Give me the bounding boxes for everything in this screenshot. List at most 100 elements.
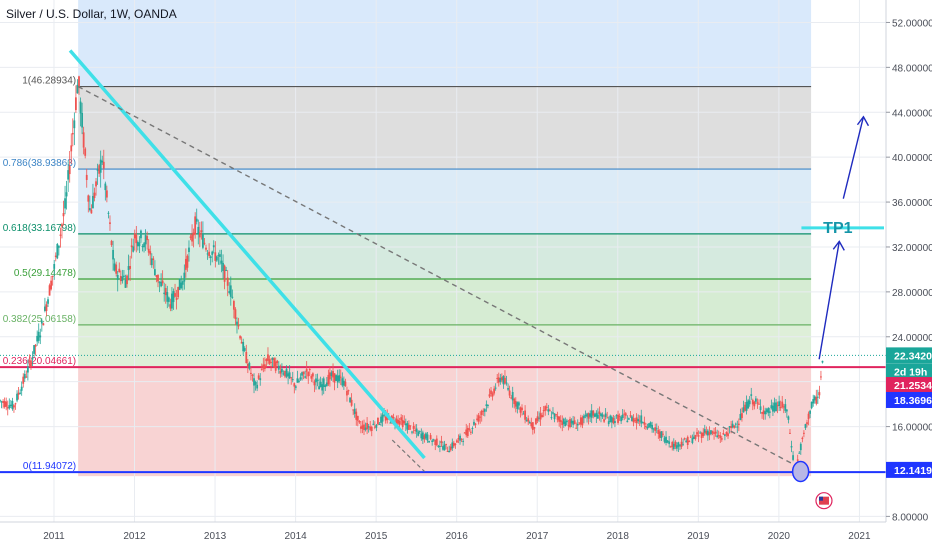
candle-body	[480, 410, 483, 415]
candle-body	[587, 413, 590, 419]
candle-body	[460, 438, 463, 440]
candle-body	[311, 373, 314, 377]
candle-body	[573, 420, 576, 424]
candle-body	[296, 378, 299, 383]
candle-body	[596, 414, 599, 419]
candle-body	[254, 382, 257, 385]
candle-body	[809, 410, 812, 414]
candle-body	[555, 414, 557, 416]
candle-body	[429, 435, 432, 439]
candle-body	[109, 222, 111, 224]
candle-body	[570, 420, 573, 424]
candle-body	[42, 323, 45, 326]
candle-body	[784, 404, 787, 411]
candle-body	[728, 426, 731, 428]
candle-body	[691, 438, 694, 444]
candle-body	[40, 320, 43, 324]
candle-body	[138, 242, 141, 247]
candle-body	[600, 413, 602, 417]
candle-body	[508, 390, 511, 396]
candle-body	[217, 254, 220, 256]
candle-body	[519, 407, 522, 413]
low-marker-circle[interactable]	[791, 460, 810, 483]
candle-body	[558, 416, 561, 422]
candle-body	[47, 299, 49, 304]
candle-body	[517, 402, 520, 406]
candle-body	[242, 341, 245, 352]
candle-body	[674, 441, 677, 447]
candle-body	[700, 432, 703, 439]
candle-body	[339, 376, 342, 378]
price-tag-label: 18.36967	[894, 395, 932, 407]
candle-body	[702, 432, 705, 437]
candle-body	[643, 422, 646, 425]
candle-body	[285, 368, 288, 377]
candle-body	[34, 344, 37, 347]
candle-body	[267, 354, 269, 361]
candle-body	[527, 418, 530, 422]
candle-body	[457, 438, 460, 440]
candle-body	[287, 373, 290, 377]
candle-body	[607, 421, 610, 425]
candle-body	[6, 407, 9, 409]
candle-body	[717, 435, 720, 437]
candle-body	[229, 285, 232, 297]
candle-body	[801, 437, 804, 440]
candle-body	[623, 413, 626, 415]
fib-level-label: 0.382(25.06158)	[3, 314, 76, 325]
candle-body	[415, 428, 418, 432]
candle-body	[110, 240, 113, 246]
price-tag	[886, 377, 932, 394]
candle-body	[291, 379, 294, 381]
candle-body	[349, 397, 351, 403]
candle-body	[112, 249, 114, 260]
candle-body	[330, 372, 333, 376]
candle-body	[277, 365, 280, 370]
candle-body	[511, 392, 514, 401]
x-tick-label: 2012	[123, 531, 146, 542]
candle-body	[758, 403, 760, 405]
candle-body	[722, 433, 725, 435]
candle-body	[575, 427, 578, 429]
candle-body	[535, 418, 537, 425]
candle-body	[367, 426, 370, 428]
candle-body	[389, 422, 392, 424]
candle-body	[615, 415, 618, 417]
candle-body	[191, 234, 193, 242]
candle-body	[308, 369, 311, 371]
candle-body	[604, 413, 607, 417]
candle-body	[205, 247, 207, 250]
x-tick-label: 2018	[607, 531, 630, 542]
candle-body	[288, 372, 291, 379]
downtrend-line	[68, 49, 426, 460]
candle-body	[5, 401, 8, 407]
candle-body	[150, 258, 153, 266]
candle-body	[44, 306, 46, 311]
candle-body	[155, 275, 158, 277]
candle-body	[144, 235, 147, 245]
candle-body	[432, 439, 435, 441]
candle-body	[545, 406, 548, 408]
candle-body	[730, 426, 733, 429]
candle-body	[115, 264, 118, 274]
candle-body	[364, 427, 367, 430]
candle-body	[319, 381, 322, 387]
candle-body	[98, 165, 101, 174]
candle-body	[167, 297, 170, 302]
candle-body	[245, 352, 248, 364]
candle-body	[696, 432, 698, 435]
candle-body	[361, 425, 364, 429]
projection-arrow-1	[818, 241, 840, 360]
candle-body	[724, 434, 726, 436]
candle-body	[496, 377, 499, 379]
candle-body	[132, 246, 135, 252]
price-tag-label: 12.14197	[894, 465, 932, 477]
candle-body	[78, 76, 80, 88]
candle-body	[17, 392, 20, 395]
candle-body	[569, 418, 571, 428]
candle-body	[437, 445, 440, 447]
projection-arrow-1-head	[832, 240, 845, 251]
candle-body	[469, 431, 472, 433]
candle-body	[703, 429, 706, 433]
